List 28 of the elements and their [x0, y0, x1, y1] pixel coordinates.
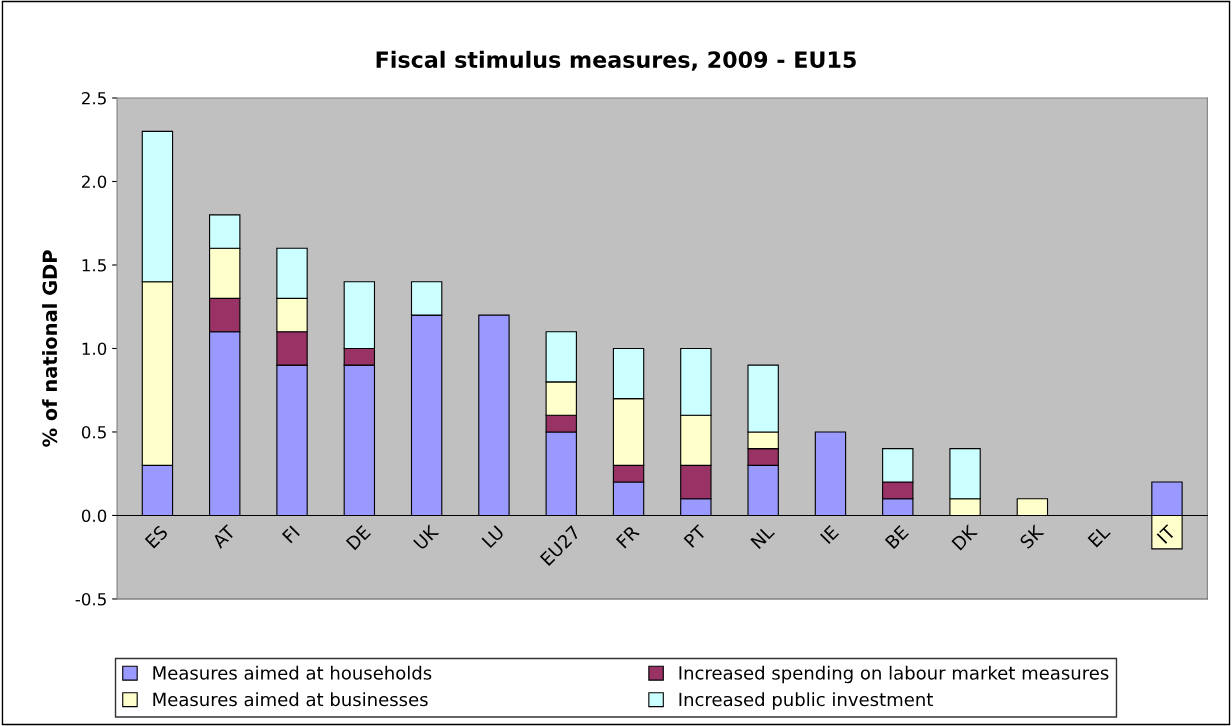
x-tick-label: FI [281, 525, 300, 544]
legend-label: Increased public investment [679, 692, 933, 710]
x-tick-label: SK [1019, 523, 1045, 550]
x-tick-label: AT [211, 524, 237, 549]
x-tick-label: IE [820, 525, 840, 545]
y-tick-label: 2.5 [82, 91, 106, 105]
y-tick-label: 0.0 [81, 509, 107, 523]
x-tick-label: EL [1087, 524, 1111, 548]
legend-label: Increased spending on labour market measures [679, 665, 1109, 684]
y-axis-title: % of national GDP [42, 250, 58, 447]
x-tick-label: PT [683, 524, 708, 548]
y-tick-label: 0.5 [81, 425, 106, 439]
y-tick-label: -0.5 [75, 592, 106, 606]
x-tick-label: DK [951, 523, 978, 551]
x-tick-label: UK [413, 523, 440, 551]
x-tick-label: LU [481, 525, 505, 549]
x-tick-label: BE [884, 525, 909, 550]
legend-label: Measures aimed at businesses [153, 692, 428, 707]
chart-title: Fiscal stimulus measures, 2009 - EU15 [376, 50, 856, 71]
x-tick-label: ES [144, 524, 169, 549]
y-tick-label: 1.0 [82, 342, 107, 356]
x-tick-label: NL [750, 524, 775, 549]
x-tick-label: IT [1156, 524, 1177, 544]
y-tick-label: 1.5 [82, 259, 106, 272]
x-tick-label: FR [615, 524, 640, 549]
x-tick-label: DE [345, 525, 371, 551]
y-tick-label: 2.0 [82, 175, 107, 189]
legend-label: Measures aimed at households [153, 665, 432, 680]
